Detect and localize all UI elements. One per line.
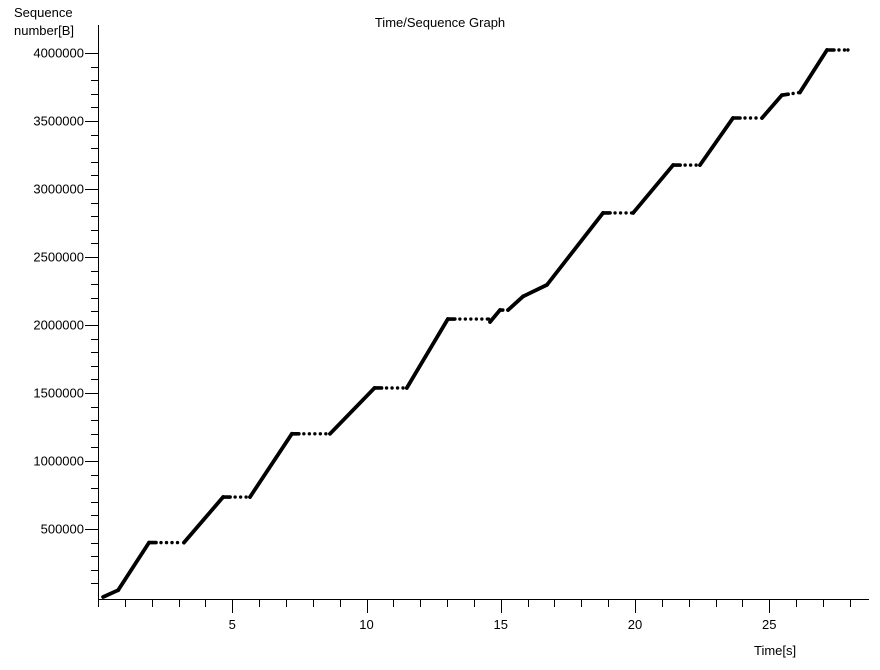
trace-point bbox=[170, 540, 174, 545]
y-axis-label-line1: Sequence bbox=[14, 5, 73, 20]
trace-point bbox=[683, 163, 687, 167]
y-axis-label-line2: number[B] bbox=[14, 23, 74, 38]
y-tick-label: 2500000 bbox=[33, 250, 84, 265]
x-tick-label: 20 bbox=[628, 617, 642, 632]
trace-point bbox=[791, 91, 795, 96]
trace-segment bbox=[116, 540, 151, 593]
trace-point bbox=[302, 432, 306, 436]
trace-point bbox=[238, 495, 243, 499]
data-series bbox=[101, 48, 850, 599]
trace-segment bbox=[328, 386, 377, 436]
x-tick-label: 5 bbox=[229, 617, 236, 632]
trace-point bbox=[748, 116, 753, 120]
trace-segment bbox=[780, 92, 790, 97]
trace-point bbox=[395, 386, 400, 390]
trace-segment bbox=[182, 495, 226, 545]
x-axis-label: Time[s] bbox=[754, 643, 797, 658]
axis-tick-labels: 500000 1000000 1500000 2000000 2500000 300000… bbox=[33, 46, 776, 633]
y-tick-label: 500000 bbox=[41, 522, 84, 537]
y-tick-label: 2000000 bbox=[33, 318, 84, 333]
trace-point bbox=[480, 317, 484, 321]
trace-point bbox=[175, 540, 180, 545]
x-tick-label: 10 bbox=[359, 617, 373, 632]
trace-segment bbox=[248, 431, 294, 499]
y-tick-label: 1500000 bbox=[33, 386, 84, 401]
y-tick-label: 3000000 bbox=[33, 182, 84, 197]
trace-point bbox=[313, 432, 317, 436]
trace-point bbox=[618, 211, 623, 215]
trace-point bbox=[159, 540, 163, 545]
y-tick-label: 1000000 bbox=[33, 454, 84, 469]
trace-point bbox=[688, 163, 693, 167]
axis-ticks bbox=[85, 53, 851, 613]
trace-segment bbox=[506, 294, 525, 312]
trace-point bbox=[613, 211, 617, 215]
trace-point bbox=[164, 540, 169, 545]
trace-point bbox=[469, 317, 473, 321]
trace-point bbox=[463, 317, 468, 321]
trace-segment bbox=[797, 48, 829, 95]
trace-point bbox=[458, 317, 462, 321]
axes bbox=[98, 25, 869, 600]
y-tick-label: 4000000 bbox=[33, 46, 84, 61]
trace-segment bbox=[101, 588, 121, 599]
trace-point bbox=[324, 432, 328, 436]
trace-point bbox=[401, 386, 405, 390]
x-tick-label: 15 bbox=[494, 617, 508, 632]
trace-point bbox=[694, 163, 698, 167]
trace-segment bbox=[488, 308, 502, 324]
y-axis-label: Sequence number[B] bbox=[14, 4, 74, 40]
trace-segment bbox=[521, 282, 549, 299]
trace-point bbox=[233, 495, 237, 499]
trace-point bbox=[244, 495, 248, 499]
trace-segment bbox=[545, 211, 605, 287]
trace-point bbox=[754, 116, 758, 120]
trace-point bbox=[474, 317, 479, 321]
trace-point bbox=[624, 211, 628, 215]
trace-point bbox=[842, 48, 847, 52]
trace-point bbox=[390, 386, 394, 390]
trace-point bbox=[318, 432, 323, 436]
chart-title: Time/Sequence Graph bbox=[374, 15, 506, 30]
x-tick-label: 25 bbox=[762, 617, 776, 632]
trace-segment bbox=[404, 317, 450, 390]
trace-point bbox=[307, 432, 312, 436]
trace-segment bbox=[631, 163, 676, 215]
y-tick-label: 3500000 bbox=[33, 114, 84, 129]
trace-point bbox=[743, 116, 747, 120]
trace-segment bbox=[760, 93, 784, 120]
trace-point bbox=[846, 48, 850, 52]
trace-segment bbox=[698, 116, 735, 167]
trace-point bbox=[384, 386, 389, 390]
trace-point bbox=[837, 48, 841, 52]
